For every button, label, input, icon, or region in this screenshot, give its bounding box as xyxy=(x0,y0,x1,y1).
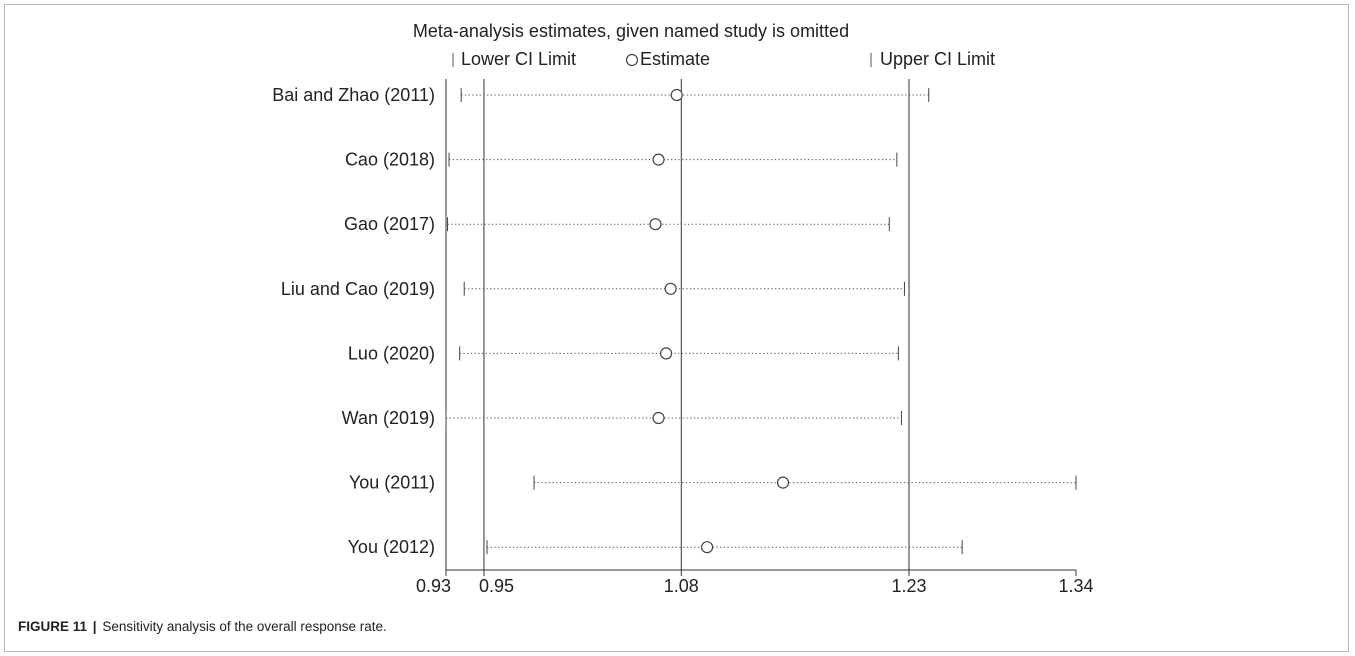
study-label: Bai and Zhao (2011) xyxy=(272,85,435,105)
estimate-point xyxy=(649,218,662,231)
estimate-point xyxy=(652,411,665,425)
figure-frame: Meta-analysis estimates, given named stu… xyxy=(4,4,1349,652)
legend-upper-label: Upper CI Limit xyxy=(880,49,995,69)
legend-lower-label: Lower CI Limit xyxy=(461,49,576,69)
x-tick-label: 0.95 xyxy=(479,576,514,596)
study-row: Wan (2019) xyxy=(342,408,902,428)
legend-estimate-label: Estimate xyxy=(640,49,710,69)
study-row: Bai and Zhao (2011) xyxy=(272,85,930,105)
figure-caption: FIGURE 11 | Sensitivity analysis of the … xyxy=(18,619,387,634)
study-label: Luo (2020) xyxy=(348,343,435,363)
estimate-point xyxy=(660,347,673,360)
reference-lines xyxy=(483,79,910,570)
legend-estimate-symbol xyxy=(625,53,639,67)
chart-title: Meta-analysis estimates, given named stu… xyxy=(413,21,849,41)
caption-separator: | xyxy=(92,619,97,634)
study-rows: Bai and Zhao (2011) Cao (2018) Gao (2017) L… xyxy=(272,85,1077,557)
x-axis-ticks: 0.93 0.95 1.08 1.23 1.34 xyxy=(416,570,1094,596)
study-row: Cao (2018) xyxy=(345,150,898,170)
estimate-point xyxy=(776,476,790,489)
study-row: Gao (2017) xyxy=(344,214,890,234)
study-label: Liu and Cao (2019) xyxy=(281,279,435,299)
estimate-point xyxy=(701,541,714,554)
study-label: You (2011) xyxy=(349,473,435,493)
x-tick-label: 0.93 xyxy=(416,576,451,596)
study-row: Luo (2020) xyxy=(348,343,899,363)
caption-figure-number: FIGURE 11 xyxy=(18,619,88,634)
study-row: You (2011) xyxy=(349,473,1077,493)
legend: Lower CI Limit Estimate Upper CI Limit xyxy=(452,49,995,69)
study-label: You (2012) xyxy=(348,537,435,557)
x-tick-label: 1.23 xyxy=(891,576,926,596)
estimate-point xyxy=(652,153,665,166)
study-row: You (2012) xyxy=(348,537,963,557)
study-row: Liu and Cao (2019) xyxy=(281,279,905,299)
x-tick-label: 1.34 xyxy=(1058,576,1093,596)
study-label: Cao (2018) xyxy=(345,150,435,170)
estimate-point xyxy=(670,88,683,102)
study-label: Gao (2017) xyxy=(344,214,435,234)
caption-text: Sensitivity analysis of the overall resp… xyxy=(102,619,387,634)
estimate-point xyxy=(664,282,677,295)
x-tick-label: 1.08 xyxy=(664,576,699,596)
study-label: Wan (2019) xyxy=(342,408,435,428)
forest-plot: Meta-analysis estimates, given named stu… xyxy=(272,21,1094,596)
